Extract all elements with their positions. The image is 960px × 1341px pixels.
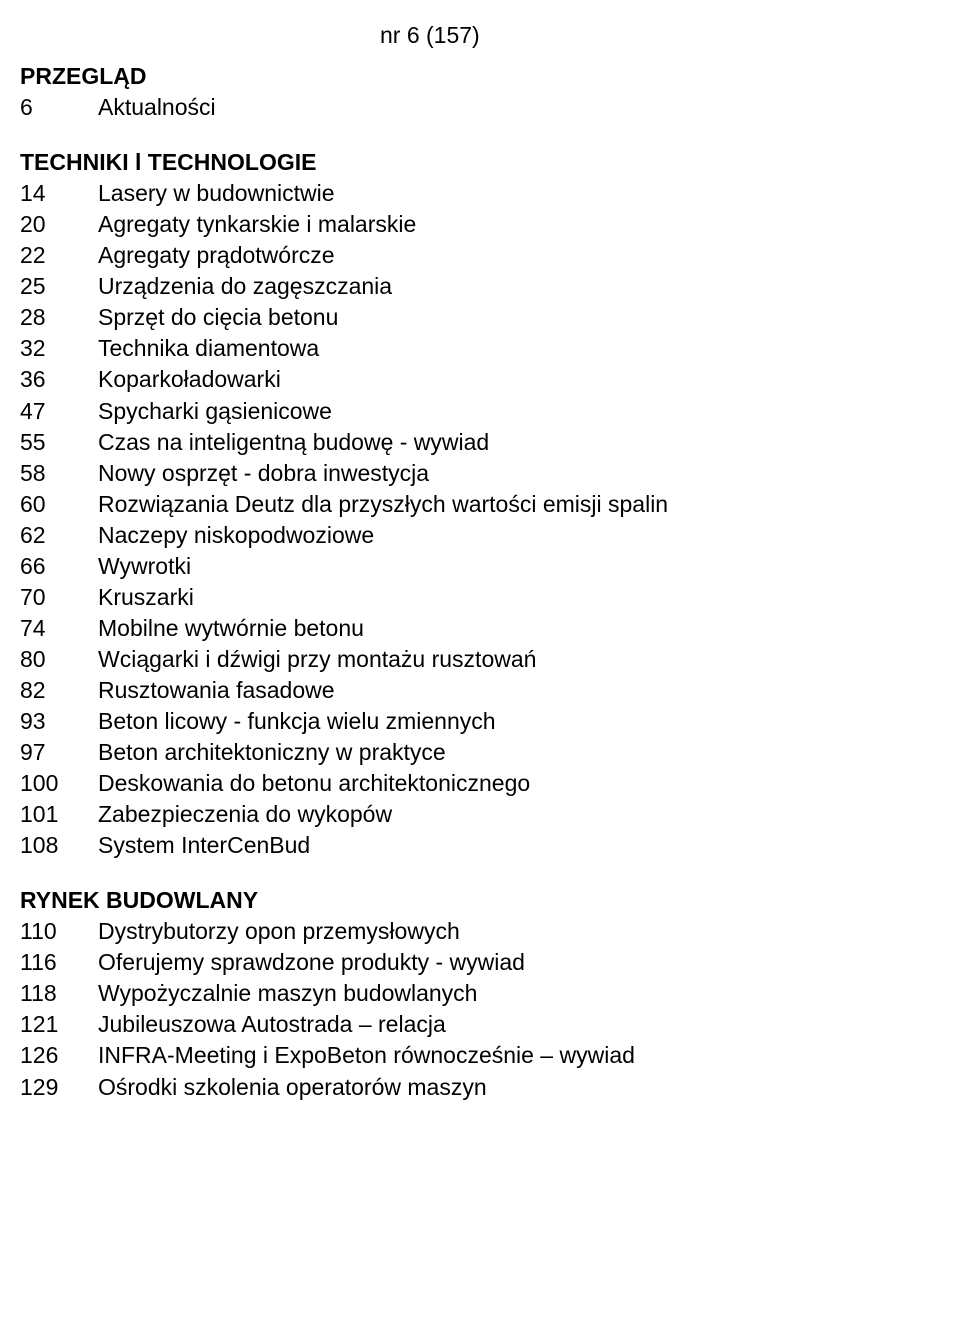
toc-entry: 121Jubileuszowa Autostrada – relacja <box>20 1009 960 1040</box>
toc-entry: 6Aktualności <box>20 92 960 123</box>
toc-entry: 93Beton licowy - funkcja wielu zmiennych <box>20 706 960 737</box>
toc-entry-title: Naczepy niskopodwoziowe <box>98 520 960 551</box>
toc-entry-page: 101 <box>20 799 98 830</box>
toc-entry-page: 121 <box>20 1009 98 1040</box>
toc-entry-title: Agregaty prądotwórcze <box>98 240 960 271</box>
toc-entry: 36Koparkoładowarki <box>20 364 960 395</box>
toc-entry-page: 82 <box>20 675 98 706</box>
toc-entry-title: Dystrybutorzy opon przemysłowych <box>98 916 960 947</box>
toc-entry: 116Oferujemy sprawdzone produkty - wywia… <box>20 947 960 978</box>
toc-entry-page: 14 <box>20 178 98 209</box>
toc-entry: 28Sprzęt do cięcia betonu <box>20 302 960 333</box>
toc-entry-title: Nowy osprzęt - dobra inwestycja <box>98 458 960 489</box>
toc-entry-page: 126 <box>20 1040 98 1071</box>
toc-entry-title: Ośrodki szkolenia operatorów maszyn <box>98 1072 960 1103</box>
toc-entry-title: Lasery w budownictwie <box>98 178 960 209</box>
toc-entry: 32Technika diamentowa <box>20 333 960 364</box>
toc-entry: 60Rozwiązania Deutz dla przyszłych warto… <box>20 489 960 520</box>
toc-entry-page: 70 <box>20 582 98 613</box>
toc-entry-title: Rozwiązania Deutz dla przyszłych wartośc… <box>98 489 960 520</box>
toc-entry-title: Kruszarki <box>98 582 960 613</box>
toc-entry: 100Deskowania do betonu architektoniczne… <box>20 768 960 799</box>
toc-entry: 25Urządzenia do zagęszczania <box>20 271 960 302</box>
toc-entry-page: 32 <box>20 333 98 364</box>
toc-entry-title: Sprzęt do cięcia betonu <box>98 302 960 333</box>
toc-entry-page: 116 <box>20 947 98 978</box>
toc-entry-page: 58 <box>20 458 98 489</box>
toc-entry-page: 97 <box>20 737 98 768</box>
toc-entry: 22Agregaty prądotwórcze <box>20 240 960 271</box>
toc-entry: 101Zabezpieczenia do wykopów <box>20 799 960 830</box>
toc-entry-title: INFRA-Meeting i ExpoBeton równocześnie –… <box>98 1040 960 1071</box>
toc-entry-page: 47 <box>20 396 98 427</box>
toc-entry: 108System InterCenBud <box>20 830 960 861</box>
toc-entry-page: 22 <box>20 240 98 271</box>
toc-entry-title: Deskowania do betonu architektonicznego <box>98 768 960 799</box>
toc-entry: 118Wypożyczalnie maszyn budowlanych <box>20 978 960 1009</box>
toc-entry-title: Agregaty tynkarskie i malarskie <box>98 209 960 240</box>
toc-entry-page: 20 <box>20 209 98 240</box>
toc-entry-page: 100 <box>20 768 98 799</box>
toc-entry: 74Mobilne wytwórnie betonu <box>20 613 960 644</box>
toc-entry-title: Spycharki gąsienicowe <box>98 396 960 427</box>
toc-entry-page: 55 <box>20 427 98 458</box>
toc-entry: 58Nowy osprzęt - dobra inwestycja <box>20 458 960 489</box>
toc-entry-title: Oferujemy sprawdzone produkty - wywiad <box>98 947 960 978</box>
toc-entry: 126INFRA-Meeting i ExpoBeton równocześni… <box>20 1040 960 1071</box>
toc-entry-title: Jubileuszowa Autostrada – relacja <box>98 1009 960 1040</box>
toc-entry: 14Lasery w budownictwie <box>20 178 960 209</box>
toc-entry-page: 62 <box>20 520 98 551</box>
toc-entry-page: 110 <box>20 916 98 947</box>
toc-entry-title: Rusztowania fasadowe <box>98 675 960 706</box>
toc-entry: 55Czas na inteligentną budowę - wywiad <box>20 427 960 458</box>
toc-entry-title: Wciągarki i dźwigi przy montażu rusztowa… <box>98 644 960 675</box>
toc-entry-page: 108 <box>20 830 98 861</box>
toc-entry: 47Spycharki gąsienicowe <box>20 396 960 427</box>
toc-entry-page: 118 <box>20 978 98 1009</box>
toc-entry: 80Wciągarki i dźwigi przy montażu ruszto… <box>20 644 960 675</box>
toc-entry-title: System InterCenBud <box>98 830 960 861</box>
toc-entry: 66Wywrotki <box>20 551 960 582</box>
toc-entry: 62Naczepy niskopodwoziowe <box>20 520 960 551</box>
toc-entry-page: 66 <box>20 551 98 582</box>
toc-entry-title: Czas na inteligentną budowę - wywiad <box>98 427 960 458</box>
toc-entry-title: Wypożyczalnie maszyn budowlanych <box>98 978 960 1009</box>
toc-entry-page: 93 <box>20 706 98 737</box>
issue-number: nr 6 (157) <box>20 20 960 51</box>
toc-entry: 110Dystrybutorzy opon przemysłowych <box>20 916 960 947</box>
toc-entry: 70Kruszarki <box>20 582 960 613</box>
section-heading: RYNEK BUDOWLANY <box>20 885 960 916</box>
toc-entry-page: 74 <box>20 613 98 644</box>
toc-entry-title: Zabezpieczenia do wykopów <box>98 799 960 830</box>
toc-entry: 82Rusztowania fasadowe <box>20 675 960 706</box>
toc-entry: 97Beton architektoniczny w praktyce <box>20 737 960 768</box>
toc-entry-page: 60 <box>20 489 98 520</box>
toc-entry-page: 28 <box>20 302 98 333</box>
table-of-contents: PRZEGLĄD6Aktualności TECHNIKI l TECHNOLOG… <box>20 61 960 1103</box>
toc-entry-title: Mobilne wytwórnie betonu <box>98 613 960 644</box>
toc-entry-title: Urządzenia do zagęszczania <box>98 271 960 302</box>
toc-entry-page: 6 <box>20 92 98 123</box>
toc-entry: 20Agregaty tynkarskie i malarskie <box>20 209 960 240</box>
toc-entry-page: 129 <box>20 1072 98 1103</box>
toc-entry-title: Beton architektoniczny w praktyce <box>98 737 960 768</box>
toc-entry-title: Beton licowy - funkcja wielu zmiennych <box>98 706 960 737</box>
toc-entry-page: 80 <box>20 644 98 675</box>
toc-entry-title: Aktualności <box>98 92 960 123</box>
toc-entry-title: Technika diamentowa <box>98 333 960 364</box>
toc-entry: 129Ośrodki szkolenia operatorów maszyn <box>20 1072 960 1103</box>
toc-entry-title: Wywrotki <box>98 551 960 582</box>
section-heading: TECHNIKI l TECHNOLOGIE <box>20 147 960 178</box>
toc-entry-page: 36 <box>20 364 98 395</box>
toc-entry-page: 25 <box>20 271 98 302</box>
toc-entry-title: Koparkoładowarki <box>98 364 960 395</box>
section-heading: PRZEGLĄD <box>20 61 960 92</box>
